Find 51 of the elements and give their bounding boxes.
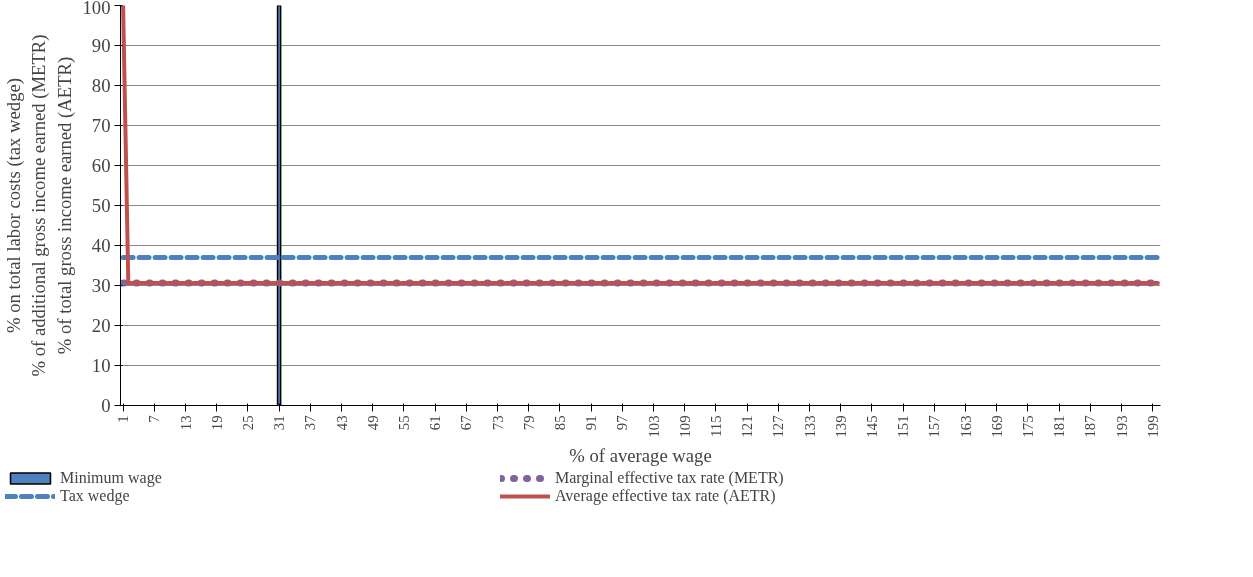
- x-tick-label: 139: [832, 415, 849, 438]
- x-tick-label: 121: [739, 415, 756, 438]
- y-tick-label: 30: [91, 275, 111, 296]
- x-tick-label: 1: [115, 415, 132, 423]
- y-tick-label: 10: [91, 355, 111, 376]
- x-tick-label: 37: [302, 415, 319, 431]
- y-tick-label: 0: [101, 395, 111, 416]
- y-tick-label: 50: [91, 195, 111, 216]
- x-tick-label: 79: [520, 415, 537, 431]
- y-tick-label: 20: [91, 315, 111, 336]
- x-tick-label: 19: [208, 415, 225, 431]
- legend-label: Minimum wage: [60, 469, 163, 487]
- x-tick-label: 157: [926, 415, 943, 438]
- x-axis-title: % of average wage: [569, 445, 712, 467]
- y-tick-label: 60: [91, 155, 111, 176]
- x-tick-label: 109: [676, 415, 693, 438]
- y-tick-label: 70: [91, 115, 111, 136]
- y-axis-title: % on total labor costs (tax wedge) % of additional gross income earned (METR) % of total gross income earned (AETR): [3, 34, 76, 377]
- legend-label: Marginal effective tax rate (METR): [555, 469, 785, 487]
- x-tick-label: 55: [395, 415, 412, 431]
- x-tick-label: 175: [1019, 415, 1036, 438]
- x-tick-label: 199: [1144, 415, 1161, 438]
- x-tick-label: 145: [863, 415, 880, 438]
- legend-label: Tax wedge: [60, 487, 131, 505]
- x-tick-label: 97: [614, 415, 631, 431]
- x-tick-label: 193: [1113, 415, 1130, 438]
- x-tick-label: 25: [239, 415, 256, 431]
- legend-label: Average effective tax rate (AETR): [555, 487, 777, 505]
- x-tick-label: 43: [333, 415, 350, 431]
- x-tick-label: 151: [895, 415, 912, 438]
- y-tick-label: 80: [91, 75, 111, 96]
- x-tick-label: 133: [801, 415, 818, 438]
- x-tick-label: 103: [645, 415, 662, 438]
- x-tick-label: 169: [988, 415, 1005, 438]
- x-tick-label: 31: [271, 415, 288, 431]
- x-tick-label: 163: [957, 415, 974, 438]
- x-tick-label: 115: [707, 415, 724, 437]
- x-tick-label: 67: [458, 415, 475, 431]
- x-tick-label: 7: [146, 415, 163, 423]
- x-tick-label: 49: [364, 415, 381, 431]
- x-tick-label: 13: [177, 415, 194, 431]
- x-tick-label: 61: [427, 415, 444, 431]
- y-tick-label: 90: [91, 35, 111, 56]
- x-tick-label: 181: [1051, 415, 1068, 438]
- x-tick-label: 85: [551, 415, 568, 431]
- y-tick-label: 40: [91, 235, 111, 256]
- x-tick-label: 127: [770, 415, 787, 438]
- x-tick-label: 187: [1082, 415, 1099, 438]
- x-tick-label: 73: [489, 415, 506, 431]
- y-tick-label: 100: [82, 0, 111, 18]
- x-tick-label: 91: [583, 415, 600, 431]
